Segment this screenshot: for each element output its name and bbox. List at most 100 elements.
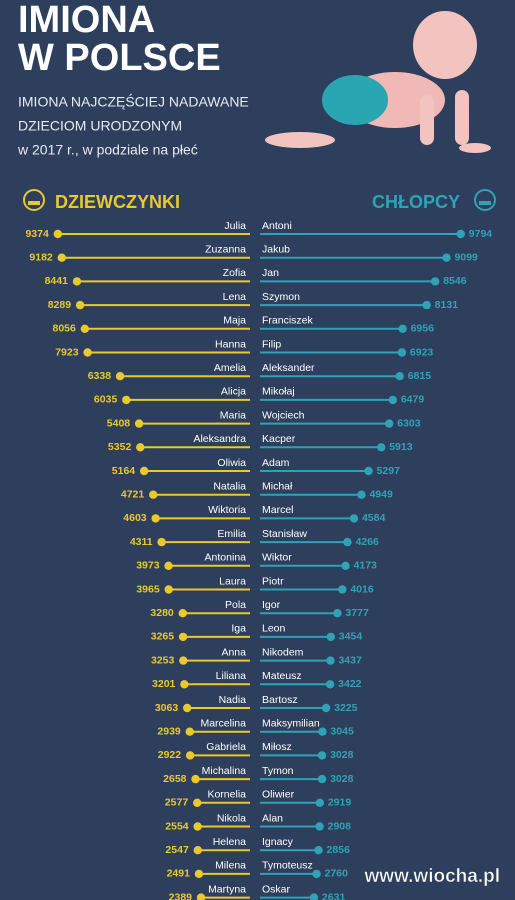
dot xyxy=(149,490,158,499)
name-label: Adam xyxy=(262,457,290,469)
dot xyxy=(309,893,319,900)
value-label: 2856 xyxy=(327,844,351,856)
dot xyxy=(157,537,166,547)
name-label: Nadia xyxy=(219,694,247,706)
dot xyxy=(422,300,431,310)
value-label: 4949 xyxy=(369,488,393,500)
name-label: Oliwia xyxy=(217,457,246,469)
value-label: 2939 xyxy=(157,725,181,737)
value-label: 9099 xyxy=(455,251,479,263)
name-label: Laura xyxy=(219,575,246,587)
name-label: Zofia xyxy=(223,267,247,279)
value-label: 2908 xyxy=(328,820,352,832)
value-label: 2547 xyxy=(165,844,189,856)
dot xyxy=(398,324,407,333)
dot xyxy=(179,656,188,665)
value-label: 6303 xyxy=(397,417,421,429)
value-label: 3028 xyxy=(330,749,354,761)
value-label: 4584 xyxy=(362,512,386,524)
name-label: Ignacy xyxy=(262,836,294,848)
value-label: 9794 xyxy=(469,228,493,240)
name-label: Julia xyxy=(224,220,246,232)
name-label: Lena xyxy=(223,291,247,303)
name-label: Oliwier xyxy=(262,789,295,801)
name-label: Zuzanna xyxy=(205,243,246,255)
dot xyxy=(395,372,404,381)
value-label: 3028 xyxy=(330,773,354,785)
name-label: Martyna xyxy=(208,883,246,895)
dot xyxy=(57,253,66,262)
dot xyxy=(80,324,90,333)
dot xyxy=(388,395,398,405)
dot xyxy=(196,893,206,900)
dot xyxy=(75,300,85,310)
value-label: 3225 xyxy=(334,702,358,714)
value-label: 3454 xyxy=(339,631,363,643)
value-label: 2631 xyxy=(322,891,346,900)
dot xyxy=(326,632,336,642)
dot xyxy=(312,869,321,879)
value-label: 2491 xyxy=(167,868,191,880)
value-label: 9374 xyxy=(25,228,49,240)
name-label: Maksymilian xyxy=(262,717,320,729)
dot xyxy=(136,443,145,452)
dot xyxy=(115,372,125,381)
dot xyxy=(315,822,324,831)
value-label: 5352 xyxy=(108,441,132,453)
dot xyxy=(315,798,325,807)
name-label: Maria xyxy=(220,409,246,421)
value-label: 4311 xyxy=(130,536,153,548)
dot xyxy=(385,419,394,428)
name-label: Liliana xyxy=(216,670,247,682)
dot xyxy=(343,537,352,547)
name-label: Szymon xyxy=(262,291,300,303)
value-label: 8546 xyxy=(443,275,467,287)
value-label: 4016 xyxy=(350,583,374,595)
legend-label: CHŁOPCY xyxy=(372,192,460,212)
name-label: Wiktoria xyxy=(208,504,246,516)
dot xyxy=(314,846,323,855)
dot xyxy=(122,395,131,405)
dot xyxy=(134,419,144,428)
name-label: Piotr xyxy=(262,575,284,587)
name-label: Iga xyxy=(231,623,246,635)
name-label: Bartosz xyxy=(262,694,298,706)
value-label: 3201 xyxy=(152,678,176,690)
value-label: 4173 xyxy=(354,560,378,572)
subtitle-line: IMIONA NAJCZĘŚCIEJ NADAWANE xyxy=(18,93,249,110)
name-label: Amelia xyxy=(214,362,246,374)
dot xyxy=(164,585,173,594)
dot xyxy=(442,253,451,262)
value-label: 8289 xyxy=(48,299,72,311)
value-label: 3063 xyxy=(155,702,179,714)
name-label: Wiktor xyxy=(262,552,292,564)
name-label: Alan xyxy=(262,812,283,824)
value-label: 4603 xyxy=(123,512,147,524)
value-label: 3253 xyxy=(151,654,175,666)
name-label: Anna xyxy=(221,646,246,658)
dot xyxy=(83,348,92,357)
value-label: 7923 xyxy=(55,346,79,358)
value-label: 4266 xyxy=(355,536,379,548)
dot xyxy=(357,490,366,499)
name-label: Tymoteusz xyxy=(262,860,313,872)
dot xyxy=(191,774,200,784)
dot xyxy=(192,798,202,807)
name-label: Aleksander xyxy=(262,362,315,374)
name-label: Gabriela xyxy=(206,741,246,753)
value-label: 3777 xyxy=(345,607,369,619)
girls-icon xyxy=(23,189,45,211)
value-label: 6956 xyxy=(411,323,435,335)
value-label: 3437 xyxy=(338,654,362,666)
dot xyxy=(72,277,82,286)
dot xyxy=(397,348,407,357)
dot xyxy=(183,703,192,713)
name-label: Franciszek xyxy=(262,315,314,327)
name-label: Oskar xyxy=(262,883,291,895)
dot xyxy=(185,727,194,736)
dot xyxy=(341,561,350,570)
dot xyxy=(164,561,173,570)
subtitle-line: w 2017 r., w podziale na płeć xyxy=(17,142,198,158)
watermark: www.wiocha.pl xyxy=(364,866,500,887)
